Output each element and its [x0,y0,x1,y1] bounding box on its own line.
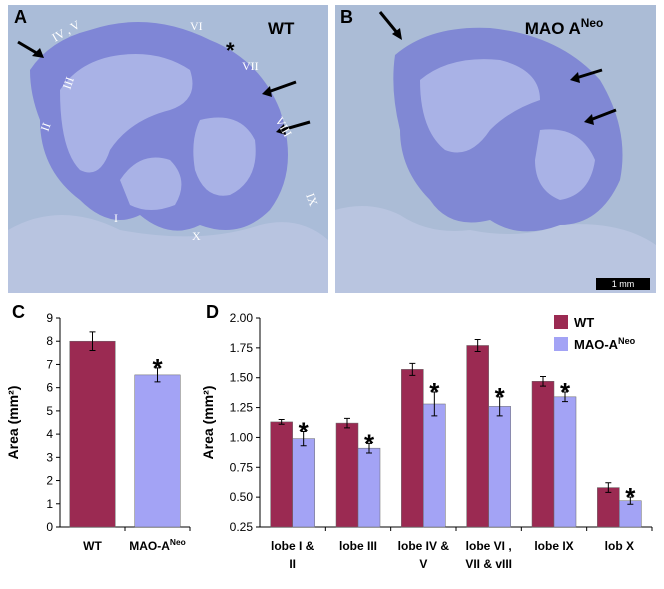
bar [270,421,293,528]
error-bar [605,482,612,493]
lobule-label: VI [190,19,203,33]
error-bar [89,331,96,352]
bar [597,487,620,528]
x-tick-label: lob X [605,539,634,553]
y-tick-label: 1.00 [230,430,254,444]
error-bar [474,338,481,352]
panel-label: C [12,302,25,322]
text-part: MAO-A [129,539,170,553]
y-tick-label: 8 [46,334,53,348]
significance-marker: * [560,377,571,407]
error-bar [627,496,634,505]
superscript: Neo [618,336,636,346]
scale-bar-label: 1 mm [612,279,635,289]
y-tick-label: 1 [46,497,53,511]
significance-marker: * [495,382,506,412]
y-tick-label: 9 [46,311,53,325]
image-title: MAO ANeo [525,16,604,38]
legend-label: WT [574,315,594,330]
histology-b: B MAO ANeo 1 mm [335,5,656,293]
significance-marker: * [299,416,310,446]
x-tick-label: lobe I & [271,539,315,553]
lobule-label: IX [303,191,321,208]
bar [423,403,446,528]
bar [401,369,424,528]
y-tick-label: 0.25 [230,520,254,534]
histology-a: A WT * IV , V VI VII VIII IX X I II III [8,5,328,293]
significance-marker: * [364,428,375,458]
y-tick-label: 1.25 [230,401,254,415]
x-tick-label: MAO-ANeo [129,537,186,553]
superscript: Neo [581,16,603,30]
bar [69,340,116,528]
y-tick-label: 0.75 [230,460,254,474]
legend-label: MAO-ANeo [574,336,636,352]
y-tick-label: 6 [46,381,53,395]
x-tick-label: lobe IV & [398,539,450,553]
error-bar [431,391,438,417]
y-tick-label: 2 [46,474,53,488]
lobule-label: X [192,229,201,243]
lobule-label: VII [242,59,259,73]
error-bar [562,391,568,403]
y-tick-label: 7 [46,357,53,371]
error-bar [540,376,546,387]
x-tick-label: VII & vIII [465,557,512,571]
x-tick-label: lobe IX [534,539,573,553]
significance-marker: * [152,353,163,383]
x-tick-label: WT [83,539,102,553]
x-tick-label: V [419,557,427,571]
significance-marker: * [226,38,235,63]
y-axis-label: Area (mm²) [200,386,216,460]
significance-marker: * [625,482,636,512]
image-title: WT [268,19,295,38]
y-tick-label: 5 [46,404,53,418]
error-bar [344,417,350,429]
text-part: MAO A [525,19,581,38]
error-bar [496,396,503,417]
bar [335,422,359,528]
text-part: MAO-A [574,337,619,352]
superscript: Neo [170,537,186,547]
bar [466,345,489,528]
y-tick-label: 4 [46,427,53,441]
legend-swatch [554,315,568,329]
x-tick-label: lobe III [339,539,377,553]
bar [134,374,181,528]
x-tick-label: lobe VI , [466,539,512,553]
error-bar [409,362,416,376]
error-bar [278,419,285,425]
bar [531,381,555,528]
panel-label: B [340,7,353,27]
panel-label: A [14,7,27,27]
error-bar [300,430,307,447]
error-bar [154,367,161,383]
y-tick-label: 1.75 [230,341,254,355]
y-axis-label: Area (mm²) [5,386,21,460]
bar [357,447,381,528]
y-tick-label: 0 [46,520,53,534]
significance-marker: * [429,377,440,407]
bar [553,396,577,528]
legend-swatch [554,337,568,351]
lobule-label: III [60,75,77,91]
y-tick-label: 0.50 [230,490,254,504]
panel-label: D [206,302,219,322]
y-tick-label: 1.50 [230,371,254,385]
y-tick-label: 3 [46,450,53,464]
bar [292,438,315,528]
bar [488,406,511,528]
error-bar [366,442,372,454]
y-tick-label: 2.00 [230,311,254,325]
x-tick-label: II [289,557,296,571]
lobule-label: I [114,211,118,225]
